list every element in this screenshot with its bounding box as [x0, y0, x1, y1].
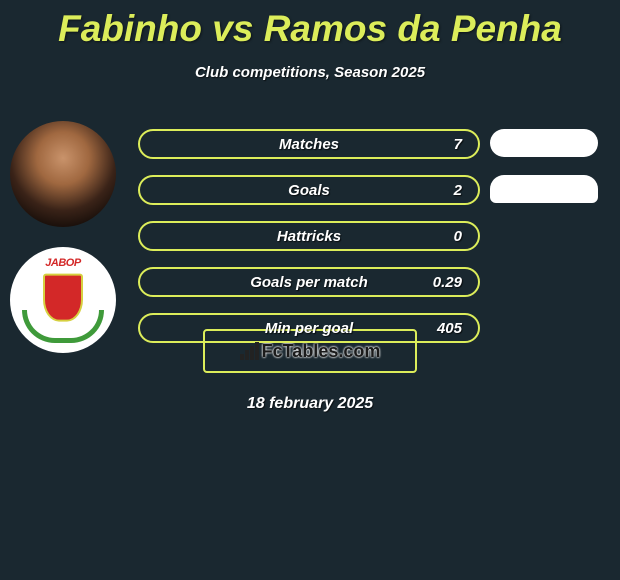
opponent-pill-goals	[490, 175, 598, 203]
stat-value: 0.29	[433, 274, 462, 291]
stat-row-goals: Goals 2	[138, 175, 480, 205]
subtitle: Club competitions, Season 2025	[0, 64, 620, 81]
stat-value: 405	[437, 320, 462, 337]
stat-value: 0	[454, 228, 462, 245]
stat-rows: Matches 7 Goals 2 Hattricks 0 Goals per …	[138, 129, 480, 359]
club-avatar[interactable]: JABOP	[10, 247, 116, 353]
stat-label: Min per goal	[265, 320, 353, 337]
stat-row-goals-per-match: Goals per match 0.29	[138, 267, 480, 297]
stat-label: Matches	[279, 136, 339, 153]
stat-row-min-per-goal: Min per goal 405	[138, 313, 480, 343]
stat-row-matches: Matches 7	[138, 129, 480, 159]
stat-label: Hattricks	[277, 228, 341, 245]
stat-row-hattricks: Hattricks 0	[138, 221, 480, 251]
date-label: 18 february 2025	[0, 395, 620, 413]
club-badge-label: JABOP	[10, 257, 116, 269]
stat-label: Goals per match	[250, 274, 368, 291]
stat-value: 7	[454, 136, 462, 153]
avatar-column: JABOP	[10, 121, 120, 373]
player-avatar[interactable]	[10, 121, 116, 227]
stat-label: Goals	[288, 182, 330, 199]
stat-value: 2	[454, 182, 462, 199]
opponent-pill-column	[490, 129, 600, 221]
bar-chart-icon	[240, 342, 260, 360]
page-title: Fabinho vs Ramos da Penha	[0, 0, 620, 50]
opponent-pill-matches	[490, 129, 598, 157]
